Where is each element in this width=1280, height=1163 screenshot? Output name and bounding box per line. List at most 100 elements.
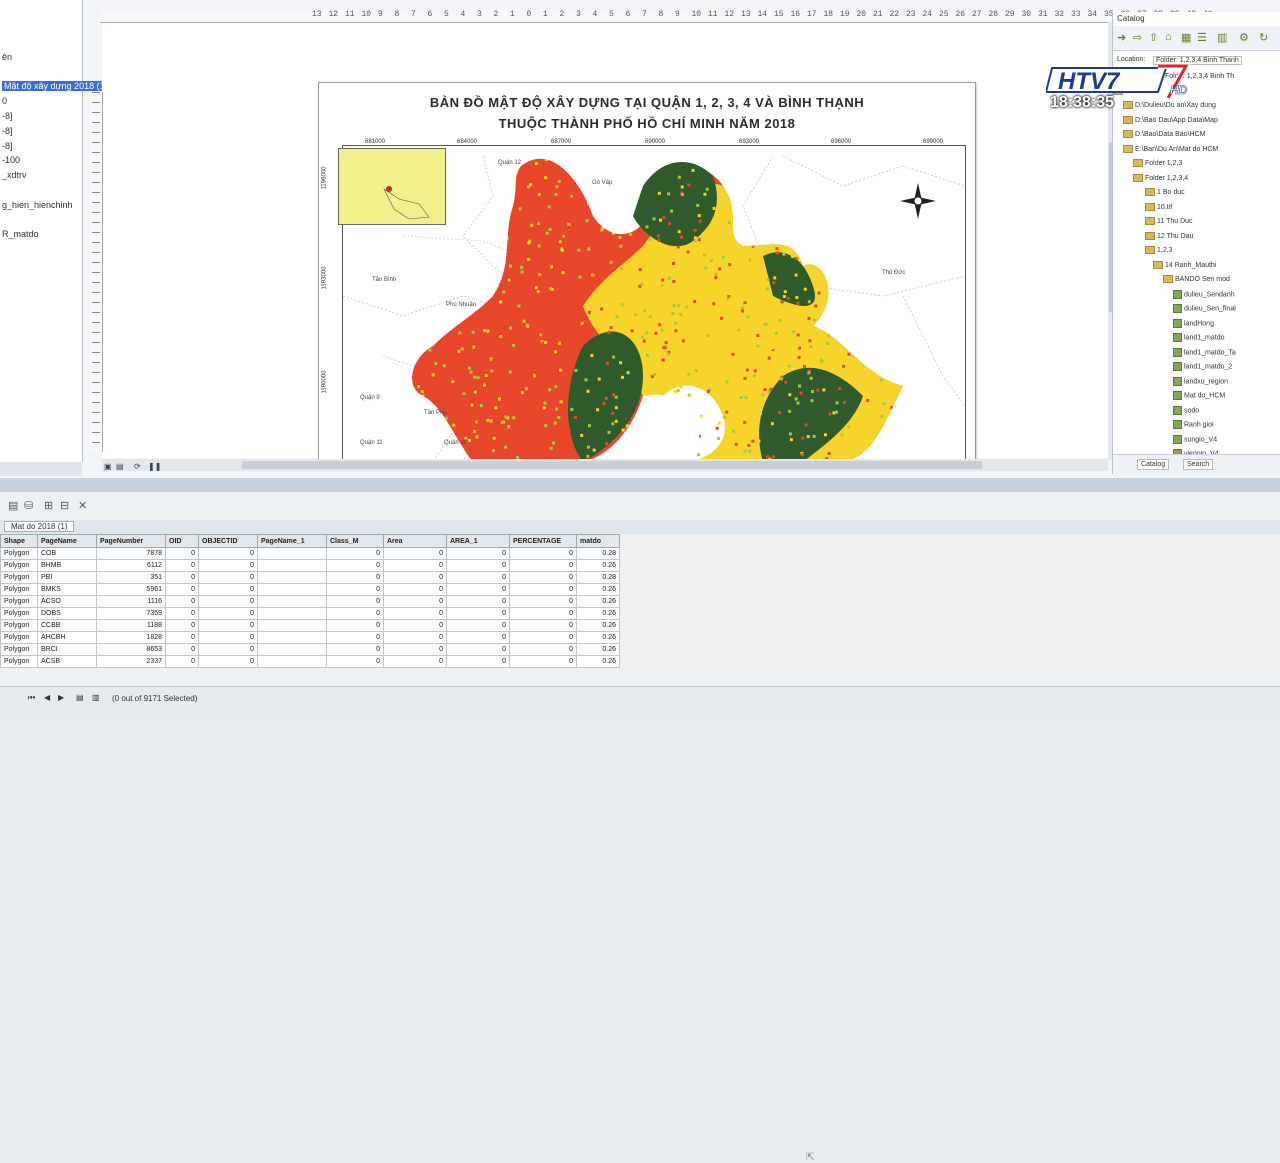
home-icon[interactable]: ⌂	[1165, 31, 1172, 43]
table-cell[interactable]: 0	[199, 572, 258, 584]
toc-item[interactable]: g_hien_hienchinh	[2, 200, 73, 210]
table-cell[interactable]: 0	[384, 644, 447, 656]
table-cell[interactable]: DOBS	[38, 608, 97, 620]
data-view-icon[interactable]: ▣	[104, 462, 112, 471]
table-cell[interactable]: Polygon	[1, 548, 38, 560]
table-cell[interactable]: 1188	[97, 620, 166, 632]
toc-item[interactable]: -8]	[2, 111, 13, 121]
table-cell[interactable]: 0	[384, 584, 447, 596]
table-cell[interactable]: 0	[447, 632, 510, 644]
toc-item[interactable]: -8]	[2, 141, 13, 151]
catalog-tree-item[interactable]: sungio_V4	[1173, 435, 1217, 444]
table-cell[interactable]: 0	[327, 608, 384, 620]
layout-view-icon[interactable]: ▤	[116, 462, 124, 471]
catalog-tree-item[interactable]: BANDO Sen mod	[1163, 275, 1230, 283]
table-cell[interactable]: 0	[166, 584, 199, 596]
table-cell[interactable]: 0	[384, 656, 447, 668]
first-record-icon[interactable]: ⏮	[28, 693, 35, 703]
close-table-icon[interactable]: ✕	[78, 499, 87, 512]
table-cell[interactable]	[258, 560, 327, 572]
catalog-tree-item[interactable]: 1 Bo duc	[1145, 188, 1185, 196]
column-header[interactable]: AREA_1	[447, 535, 510, 548]
table-cell[interactable]: PBI	[38, 572, 97, 584]
table-cell[interactable]: 7359	[97, 608, 166, 620]
catalog-tree-item[interactable]: 12 Thu Dau	[1145, 232, 1193, 240]
catalog-tree-item[interactable]: landxu_region	[1173, 377, 1228, 386]
back-icon[interactable]: ➜	[1117, 31, 1126, 44]
table-cell[interactable]: 0	[447, 656, 510, 668]
table-cell[interactable]: ACSB	[38, 656, 97, 668]
show-selected-records-icon[interactable]: ▥	[92, 693, 100, 702]
catalog-tree-item[interactable]: landHong	[1173, 319, 1214, 328]
table-cell[interactable]: 0	[510, 608, 577, 620]
show-all-records-icon[interactable]: ▤	[76, 693, 84, 702]
table-cell[interactable]: 2337	[97, 656, 166, 668]
table-cell[interactable]: 0	[166, 560, 199, 572]
catalog-tree-item[interactable]: Folder 1,2,3	[1133, 159, 1182, 167]
table-cell[interactable]	[258, 548, 327, 560]
catalog-tree-item[interactable]: E:\Ban\Du An\Mat do HCM	[1123, 145, 1218, 153]
catalog-tree-item[interactable]: 1,2,3	[1145, 246, 1173, 254]
table-cell[interactable]: 0.28	[577, 572, 620, 584]
table-cell[interactable]: 0.26	[577, 644, 620, 656]
table-cell[interactable]: 0	[166, 548, 199, 560]
next-record-icon[interactable]: ▶	[58, 693, 64, 702]
toc-item-selected-layer[interactable]: Mật độ xây dựng 2018 (1)	[2, 81, 110, 91]
table-cell[interactable]: 0	[199, 656, 258, 668]
scroll-thumb[interactable]	[242, 461, 982, 469]
table-cell[interactable]: 0.26	[577, 632, 620, 644]
catalog-tree-item[interactable]: D:\Bao Dau\App Data\Map	[1123, 116, 1218, 124]
table-cell[interactable]: 0	[327, 560, 384, 572]
table-cell[interactable]: Polygon	[1, 608, 38, 620]
toc-item[interactable]: -100	[2, 155, 20, 165]
table-cell[interactable]: 351	[97, 572, 166, 584]
table-cell[interactable]: 1828	[97, 632, 166, 644]
table-cell[interactable]: 0	[510, 584, 577, 596]
table-cell[interactable]: 0	[447, 584, 510, 596]
tab-search[interactable]: Search	[1183, 459, 1213, 470]
table-cell[interactable]: 0	[510, 644, 577, 656]
table-cell[interactable]	[258, 608, 327, 620]
catalog-tree-item[interactable]: land1_matdo_2	[1173, 362, 1232, 371]
table-cell[interactable]: 0	[384, 560, 447, 572]
table-cell[interactable]: 0	[166, 596, 199, 608]
toc-item[interactable]: ên	[2, 52, 12, 62]
catalog-tree-item[interactable]: 10.tif	[1145, 203, 1172, 211]
catalog-tree-item[interactable]: land1_matdo	[1173, 333, 1224, 342]
table-cell[interactable]: AHCBH	[38, 632, 97, 644]
connect-folder-icon[interactable]: ▦	[1181, 31, 1191, 44]
table-cell[interactable]: 0	[199, 644, 258, 656]
table-cell[interactable]: 0.28	[577, 548, 620, 560]
table-cell[interactable]: 0	[199, 620, 258, 632]
table-cell[interactable]: 0	[447, 572, 510, 584]
tab-catalog[interactable]: Catalog	[1137, 459, 1169, 470]
column-header[interactable]: PageName	[38, 535, 97, 548]
catalog-tree-item[interactable]: dulieu_Sendanh	[1173, 290, 1235, 299]
table-cell[interactable]: 0.26	[577, 596, 620, 608]
table-cell[interactable]: COB	[38, 548, 97, 560]
table-cell[interactable]	[258, 656, 327, 668]
table-cell[interactable]: CCBB	[38, 620, 97, 632]
view-menu-icon[interactable]: ▥	[1217, 31, 1227, 44]
table-cell[interactable]: 0	[384, 572, 447, 584]
table-cell[interactable]: 0	[327, 548, 384, 560]
table-cell[interactable]: 0.26	[577, 560, 620, 572]
toc-item[interactable]: R_matdo	[2, 229, 39, 239]
column-header[interactable]: OBJECTID	[199, 535, 258, 548]
catalog-tree-item[interactable]: sodo	[1173, 406, 1199, 415]
table-cell[interactable]: 0	[327, 584, 384, 596]
table-cell[interactable]: 0	[166, 644, 199, 656]
column-header[interactable]: PageNumber	[97, 535, 166, 548]
table-cell[interactable]: 6112	[97, 560, 166, 572]
table-cell[interactable]: 0	[199, 560, 258, 572]
forward-icon[interactable]: ⇨	[1133, 31, 1142, 44]
table-cell[interactable]: 0	[384, 620, 447, 632]
table-cell[interactable]: 0	[447, 620, 510, 632]
table-cell[interactable]: ACSO	[38, 596, 97, 608]
catalog-tree-item[interactable]: land1_matdo_Ta	[1173, 348, 1236, 357]
table-cell[interactable]: Polygon	[1, 620, 38, 632]
table-cell[interactable]: BRCI	[38, 644, 97, 656]
